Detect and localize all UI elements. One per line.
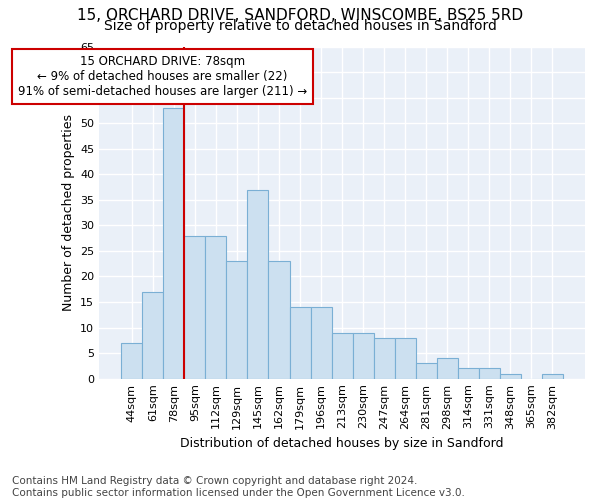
Bar bbox=[247, 190, 268, 378]
Bar bbox=[416, 364, 437, 378]
Bar bbox=[458, 368, 479, 378]
Text: Contains HM Land Registry data © Crown copyright and database right 2024.
Contai: Contains HM Land Registry data © Crown c… bbox=[12, 476, 465, 498]
Bar bbox=[479, 368, 500, 378]
Text: Size of property relative to detached houses in Sandford: Size of property relative to detached ho… bbox=[104, 19, 496, 33]
Bar bbox=[142, 292, 163, 378]
Bar bbox=[268, 261, 290, 378]
Bar bbox=[500, 374, 521, 378]
X-axis label: Distribution of detached houses by size in Sandford: Distribution of detached houses by size … bbox=[181, 437, 504, 450]
Bar bbox=[205, 236, 226, 378]
Y-axis label: Number of detached properties: Number of detached properties bbox=[62, 114, 74, 311]
Bar bbox=[290, 307, 311, 378]
Bar bbox=[332, 332, 353, 378]
Bar bbox=[121, 343, 142, 378]
Bar bbox=[542, 374, 563, 378]
Bar bbox=[437, 358, 458, 378]
Text: 15, ORCHARD DRIVE, SANDFORD, WINSCOMBE, BS25 5RD: 15, ORCHARD DRIVE, SANDFORD, WINSCOMBE, … bbox=[77, 8, 523, 22]
Bar bbox=[163, 108, 184, 378]
Bar bbox=[353, 332, 374, 378]
Text: 15 ORCHARD DRIVE: 78sqm
← 9% of detached houses are smaller (22)
91% of semi-det: 15 ORCHARD DRIVE: 78sqm ← 9% of detached… bbox=[18, 55, 307, 98]
Bar bbox=[374, 338, 395, 378]
Bar bbox=[226, 261, 247, 378]
Bar bbox=[184, 236, 205, 378]
Bar bbox=[311, 307, 332, 378]
Bar bbox=[395, 338, 416, 378]
